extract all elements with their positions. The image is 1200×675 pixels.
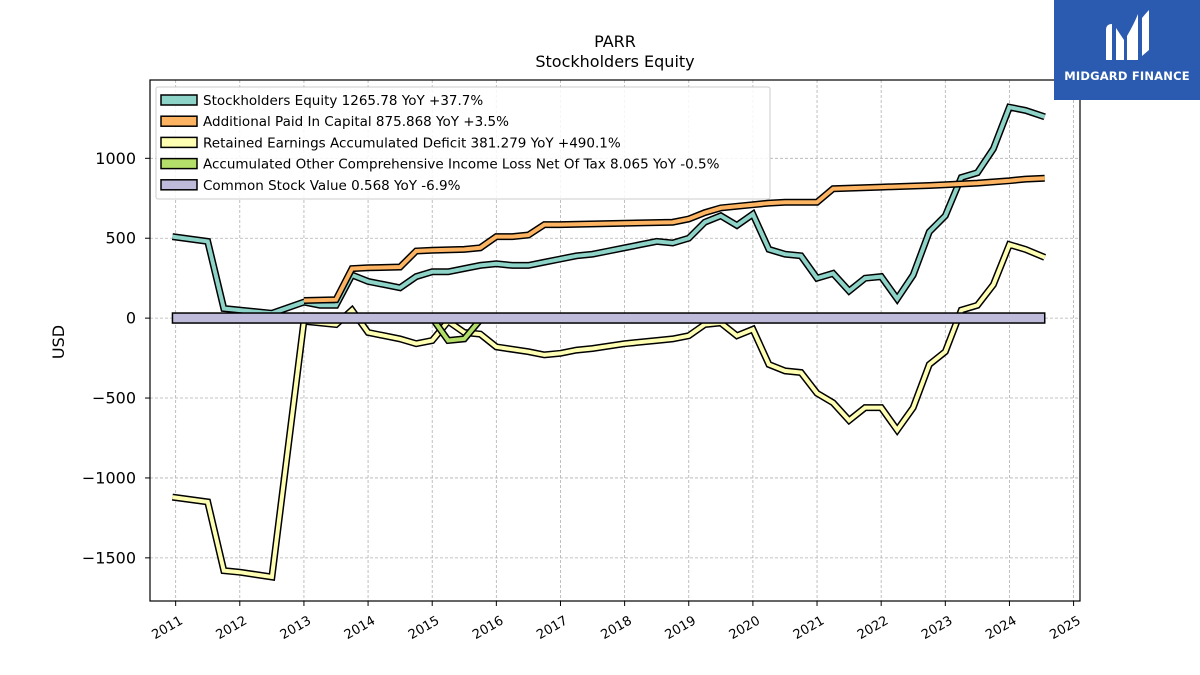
- x-tick-label: 2013: [278, 613, 314, 643]
- chart-legend: Stockholders Equity 1265.78 YoY +37.7% Ad…: [155, 86, 771, 200]
- y-tick-label: 1000: [95, 149, 136, 168]
- x-tick-label: 2023: [919, 613, 955, 643]
- y-tick-label: −1500: [82, 548, 136, 567]
- x-tick-label: 2022: [855, 613, 891, 643]
- plot-area-frame: [149, 79, 1081, 602]
- series-additional-paid-in-capital: [303, 174, 1045, 304]
- series-line: [172, 104, 1046, 316]
- series-stockholders-equity: [171, 103, 1046, 317]
- brand-logo: MIDGARD FINANCE: [1054, 0, 1200, 100]
- series-retained-earnings-accumulated-deficit: [171, 240, 1047, 581]
- x-tick-label: 2020: [727, 613, 763, 643]
- brand-name: MIDGARD FINANCE: [1064, 69, 1190, 83]
- legend-swatch: [160, 115, 198, 127]
- x-tick-label: 2024: [983, 613, 1019, 643]
- legend-entry: Stockholders Equity 1265.78 YoY +37.7%: [203, 93, 483, 109]
- x-tick-label: 2012: [214, 613, 250, 643]
- legend-swatch: [160, 179, 198, 191]
- y-axis-label: USD: [49, 325, 68, 359]
- legend-box: [155, 86, 771, 200]
- x-tick-label: 2018: [598, 613, 634, 643]
- chart-title: PARR: [594, 32, 636, 51]
- x-tick-label: 2014: [342, 613, 378, 643]
- x-tick-label: 2025: [1047, 613, 1083, 643]
- plot-series: [171, 103, 1047, 581]
- series-line: [172, 242, 1046, 580]
- x-tick-label: 2021: [791, 613, 827, 643]
- legend-swatch: [160, 136, 198, 149]
- series-line: [303, 176, 1045, 303]
- midgard-logo-icon: [1106, 10, 1149, 60]
- chart-subtitle: Stockholders Equity: [535, 52, 694, 71]
- x-tick-label: 2017: [534, 613, 570, 643]
- series-band: [171, 312, 1046, 324]
- y-tick-label: 0: [126, 309, 136, 328]
- legend-entry: Additional Paid In Capital 875.868 YoY +…: [203, 114, 509, 130]
- series-outline: [171, 240, 1047, 581]
- legend-entry: Retained Earnings Accumulated Deficit 38…: [203, 135, 621, 151]
- y-tick-label: −500: [92, 389, 136, 408]
- series-common-stock-value: [171, 312, 1046, 324]
- legend-entry: Accumulated Other Comprehensive Income L…: [203, 157, 720, 173]
- x-tick-label: 2016: [470, 613, 506, 643]
- legend-entry: Common Stock Value 0.568 YoY -6.9%: [203, 178, 461, 194]
- x-tick-label: 2015: [406, 613, 442, 643]
- legend-swatch: [160, 157, 198, 170]
- x-tick-label: 2011: [149, 613, 185, 643]
- y-tick-label: 500: [105, 229, 136, 248]
- legend-swatch: [160, 94, 198, 106]
- x-tick-label: 2019: [663, 613, 699, 643]
- y-tick-label: −1000: [82, 468, 136, 487]
